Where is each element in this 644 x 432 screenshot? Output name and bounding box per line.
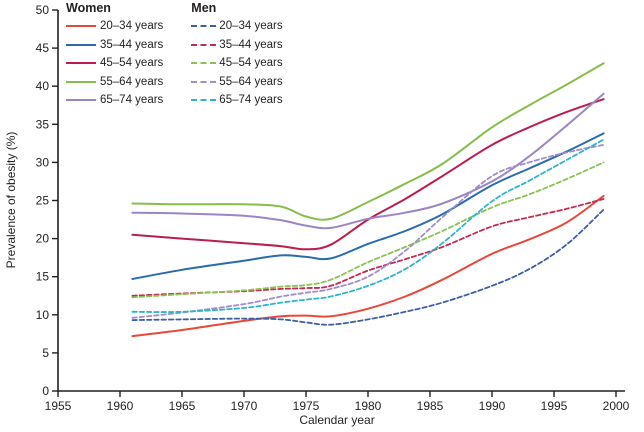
y-tick-label: 30 <box>36 155 50 169</box>
x-tick-label: 1980 <box>355 399 382 413</box>
legend-item-label: 65–74 years <box>219 94 283 107</box>
legend-item-label: 35–44 years <box>219 38 283 51</box>
y-tick-label: 25 <box>36 194 50 208</box>
legend-item-label: 45–54 years <box>219 57 283 70</box>
y-tick-label: 40 <box>36 79 50 93</box>
series-line-men-65-74 <box>131 138 605 313</box>
y-tick-label: 50 <box>36 3 50 17</box>
legend-item-women-55-64: 55–64 years <box>66 73 163 92</box>
x-tick-label: 1960 <box>107 399 134 413</box>
series-line-women-65-74 <box>131 92 605 230</box>
x-tick-label: 1995 <box>541 399 568 413</box>
legend-item-women-65-74: 65–74 years <box>66 91 163 110</box>
plot-lines <box>131 62 605 338</box>
series-line-women-20-34 <box>131 194 605 338</box>
legend-item-label: 55–64 years <box>219 75 283 88</box>
x-tick-label: 1975 <box>293 399 320 413</box>
x-axis-label: Calendar year <box>299 413 374 427</box>
x-tick-label: 1985 <box>417 399 444 413</box>
legend-line-swatch <box>191 25 217 28</box>
x-tick-label: 1970 <box>231 399 258 413</box>
y-axis-label: Prevalence of obesity (%) <box>4 132 18 269</box>
legend-line-swatch <box>66 80 96 83</box>
legend-line-swatch <box>66 62 96 65</box>
y-tick-label: 45 <box>36 41 50 55</box>
legend-item-label: 65–74 years <box>100 94 164 107</box>
x-tick-label: 1955 <box>45 399 72 413</box>
y-tick-label: 15 <box>36 270 50 284</box>
legend-item-label: 35–44 years <box>100 38 164 51</box>
legend-header-women: Women <box>66 1 111 15</box>
legend-item-label: 45–54 years <box>100 57 164 70</box>
legend-line-swatch <box>66 99 96 102</box>
series-line-women-55-64 <box>131 62 605 221</box>
legend-item-men-55-64: 55–64 years <box>191 73 283 92</box>
legend-line-swatch <box>191 99 217 102</box>
legend-item-label: 55–64 years <box>100 75 164 88</box>
series-line-men-55-64 <box>131 144 605 319</box>
legend-item-men-20-34: 20–34 years <box>191 17 283 36</box>
series-line-men-45-54 <box>131 161 605 299</box>
x-tick-label: 1965 <box>169 399 196 413</box>
series-line-women-45-54 <box>131 98 605 251</box>
y-tick-label: 0 <box>42 384 49 398</box>
legend-item-women-35-44: 35–44 years <box>66 36 163 55</box>
chart-legend: Women 20–34 years 35–44 years 45–54 years 55… <box>66 1 283 110</box>
legend-item-label: 20–34 years <box>219 20 283 33</box>
series-line-men-20-34 <box>131 208 605 326</box>
legend-line-swatch <box>191 62 217 65</box>
legend-line-swatch <box>66 25 96 28</box>
legend-item-women-20-34: 20–34 years <box>66 17 163 36</box>
legend-item-women-45-54: 45–54 years <box>66 54 163 73</box>
legend-item-label: 20–34 years <box>100 20 164 33</box>
y-tick-label: 5 <box>42 346 49 360</box>
legend-line-swatch <box>191 43 217 46</box>
y-tick-label: 10 <box>36 308 50 322</box>
x-tick-label: 1990 <box>479 399 506 413</box>
legend-column-men: Men 20–34 years 35–44 years 45–54 years 55–6… <box>191 1 283 110</box>
legend-line-swatch <box>191 80 217 83</box>
legend-item-men-35-44: 35–44 years <box>191 36 283 55</box>
y-tick-label: 20 <box>36 232 50 246</box>
legend-line-swatch <box>66 43 96 46</box>
series-line-women-35-44 <box>131 132 605 280</box>
legend-column-women: Women 20–34 years 35–44 years 45–54 years 55… <box>66 1 163 110</box>
legend-header-men: Men <box>191 1 217 15</box>
legend-item-men-45-54: 45–54 years <box>191 54 283 73</box>
x-tick-label: 2000 <box>603 399 630 413</box>
y-tick-label: 35 <box>36 117 50 131</box>
legend-item-men-65-74: 65–74 years <box>191 91 283 110</box>
axes: 0 5 10 15 20 25 30 35 40 45 50 1955 1960 1965 1970 1975… <box>36 3 630 413</box>
